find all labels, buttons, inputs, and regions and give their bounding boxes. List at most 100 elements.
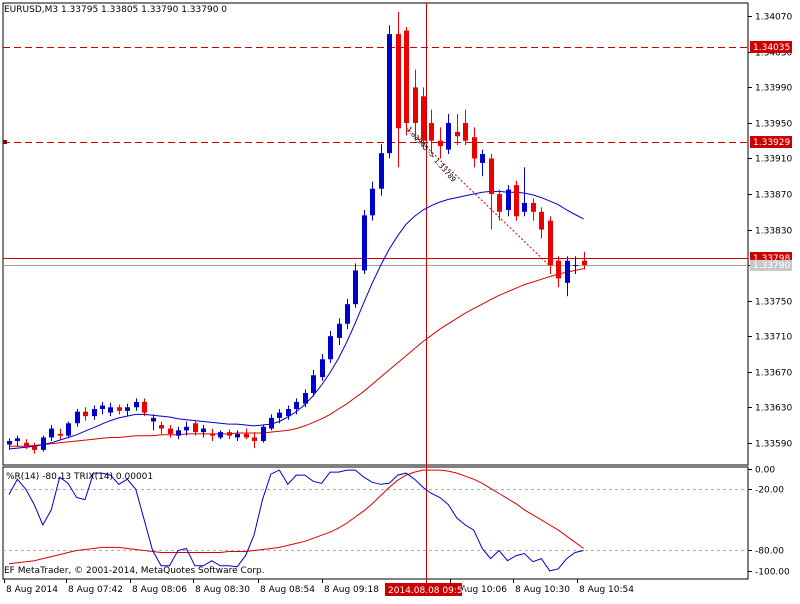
candle-body — [455, 131, 460, 137]
candle-body — [472, 137, 477, 159]
time-tick-label: 8 Aug 2014 — [6, 585, 58, 595]
candle-body — [539, 211, 544, 230]
price-box — [750, 136, 792, 148]
candle-body — [489, 158, 494, 195]
candle-body — [387, 34, 392, 154]
candle-body — [362, 215, 367, 271]
candle-body — [404, 30, 409, 123]
candle-body — [413, 87, 418, 123]
candle-body — [49, 428, 54, 438]
candle-body — [66, 423, 71, 436]
candle-body — [565, 260, 570, 283]
candle-body — [514, 185, 519, 217]
crosshair-time-label: 2014.08.08 09:56 — [388, 586, 469, 596]
candle-body — [277, 412, 282, 418]
candle-body — [286, 409, 291, 417]
price-tick-label: 1.33750 — [755, 298, 792, 308]
candle-body — [108, 407, 113, 413]
candle-body — [184, 426, 189, 431]
candle-body — [58, 433, 63, 436]
candle-body — [32, 446, 37, 450]
candle-body — [370, 188, 375, 216]
candle-body — [83, 411, 88, 417]
level-anchor[interactable] — [3, 140, 7, 144]
candle-body — [117, 407, 122, 411]
slow-moving-average-line — [9, 268, 584, 447]
candle-body — [24, 442, 29, 447]
trix-line — [8, 469, 584, 565]
price-box — [750, 41, 792, 53]
indicator-plot-frame — [2, 466, 749, 580]
candle-body — [506, 189, 511, 211]
candle-body — [556, 260, 561, 279]
price-tick-label: 1.33710 — [755, 333, 792, 343]
candle-body — [218, 432, 223, 438]
time-tick-label: 8 Aug 10:30 — [515, 585, 570, 595]
candle-body — [294, 401, 299, 410]
candle-body — [151, 417, 156, 422]
indicator-tick-label: -80.00 — [755, 547, 784, 557]
main-chart-header: EURUSD,M3 1.33795 1.33805 1.33790 1.3379… — [4, 5, 228, 15]
time-tick-label: 8 Aug 08:06 — [132, 585, 187, 595]
candle-body — [345, 304, 350, 324]
candle-body — [235, 433, 240, 438]
price-box-label: 1.33798 — [753, 254, 790, 264]
candle-body — [421, 96, 426, 141]
price-tick-label: 1.33670 — [755, 369, 792, 379]
candle-body — [303, 393, 308, 404]
candle-body — [92, 409, 97, 417]
candle-body — [193, 423, 198, 433]
candle-body — [75, 411, 80, 424]
time-tick-label: 8 Aug 10:06 — [452, 585, 507, 595]
candle-body — [480, 154, 485, 163]
price-tick-label: 1.33830 — [755, 227, 792, 237]
candle-body — [159, 425, 164, 429]
time-tick-label: 8 Aug 08:54 — [260, 585, 315, 595]
bid-price-label: 1.33790 — [753, 261, 790, 271]
price-tick-label: 1.33590 — [755, 440, 792, 450]
candle-body — [396, 34, 401, 129]
candle-body — [320, 359, 325, 378]
price-tick-label: 1.33990 — [755, 84, 792, 94]
bid-price-box — [750, 260, 792, 271]
candle-body — [446, 122, 451, 150]
candle-body — [168, 428, 173, 434]
candle-body — [531, 202, 536, 212]
indicator-header: %R(14) -80.13 TRIX(14) 0.00001 — [6, 472, 154, 482]
candle-body — [582, 260, 587, 266]
time-tick-label: 8 Aug 09:18 — [324, 585, 379, 595]
candle-body — [7, 441, 12, 445]
price-tick-label: 1.33910 — [755, 155, 792, 165]
candle-body — [142, 401, 147, 413]
candle-body — [210, 433, 215, 436]
price-tick-label: 1.33870 — [755, 191, 792, 201]
williams-percent-r-line — [8, 469, 584, 572]
candle-body — [100, 405, 105, 410]
candle-body — [269, 417, 274, 429]
candle-body — [261, 426, 266, 442]
candle-body — [573, 265, 578, 267]
crosshair-time-box — [385, 583, 462, 596]
time-tick-label: 8 Aug 07:42 — [68, 585, 123, 595]
price-tick-label: 1.33630 — [755, 404, 792, 414]
candle-body — [522, 202, 527, 212]
trend-annotation-line[interactable] — [405, 127, 551, 267]
candle-body — [463, 122, 468, 141]
candle-body — [379, 153, 384, 189]
candle-body — [548, 220, 553, 266]
candle-body — [41, 437, 46, 450]
candle-body — [201, 428, 206, 433]
candle-body — [244, 433, 249, 438]
time-tick-label: 8 Aug 10:54 — [579, 585, 634, 595]
candle-body — [176, 430, 181, 436]
candle-body — [497, 194, 502, 212]
candle-body — [353, 270, 358, 305]
price-box-label: 1.34035 — [753, 43, 790, 53]
price-tick-label: 1.34030 — [755, 49, 792, 59]
time-tick-label: 8 Aug 08:30 — [195, 585, 250, 595]
main-plot-frame — [2, 2, 749, 466]
indicator-tick-label: 0.00 — [755, 466, 775, 476]
price-tick-label: 1.34070 — [755, 13, 792, 23]
